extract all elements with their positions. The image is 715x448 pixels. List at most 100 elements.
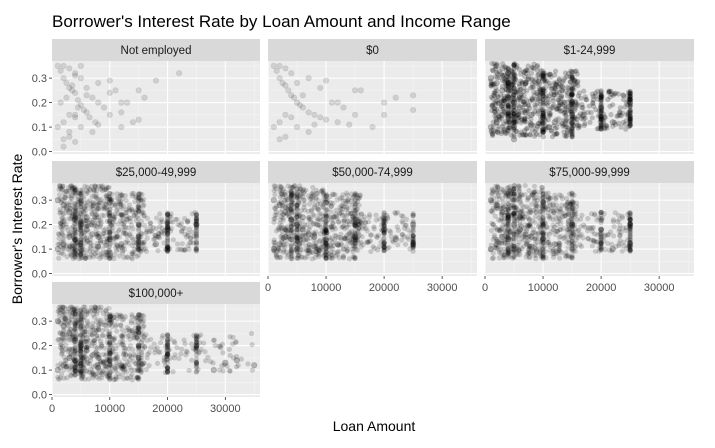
x-tick-label: 10000 — [528, 282, 559, 294]
scatter-point — [95, 196, 101, 202]
scatter-point — [322, 236, 330, 243]
scatter-point — [90, 203, 96, 209]
scatter-point — [367, 232, 374, 238]
scatter-point — [539, 199, 547, 206]
scatter-point — [627, 116, 633, 122]
scatter-point — [351, 87, 359, 94]
scatter-point — [590, 103, 597, 109]
scatter-point — [69, 243, 75, 249]
scatter-point — [170, 369, 176, 375]
scatter-point — [69, 304, 75, 310]
scatter-point — [511, 104, 517, 110]
x-tick-label: 0 — [482, 282, 488, 294]
scatter-point — [72, 138, 79, 145]
scatter-point — [344, 192, 351, 198]
scatter-point — [351, 221, 359, 228]
scatter-point — [271, 205, 278, 211]
scatter-point — [593, 107, 599, 113]
scatter-point — [517, 87, 523, 93]
scatter-point — [499, 65, 506, 72]
scatter-point — [504, 130, 510, 136]
scatter-point — [505, 70, 512, 77]
scatter-point — [506, 119, 512, 125]
scatter-point — [135, 354, 142, 361]
scatter-point — [174, 344, 180, 351]
scatter-point — [511, 110, 517, 117]
scatter-point — [534, 123, 541, 129]
scatter-point — [536, 85, 542, 91]
scatter-point — [511, 63, 517, 69]
scatter-point — [410, 221, 417, 228]
scatter-point — [569, 125, 575, 131]
scatter-point — [505, 74, 511, 80]
scatter-point — [491, 105, 497, 112]
scatter-point — [245, 361, 251, 367]
scatter-point — [313, 187, 319, 193]
scatter-point — [521, 101, 527, 108]
scatter-point — [565, 70, 571, 77]
scatter-point — [111, 215, 117, 221]
scatter-point — [136, 322, 142, 328]
scatter-point — [340, 104, 347, 111]
scatter-point — [567, 79, 573, 85]
scatter-point — [296, 198, 302, 204]
scatter-point — [623, 100, 629, 106]
scatter-point — [333, 213, 340, 219]
scatter-point — [511, 215, 517, 221]
scatter-point — [291, 94, 298, 101]
scatter-point — [525, 214, 531, 221]
scatter-point — [249, 367, 256, 373]
scatter-point — [510, 82, 516, 88]
scatter-point — [115, 221, 121, 227]
scatter-point — [305, 109, 312, 116]
scatter-point — [65, 185, 71, 191]
scatter-point — [618, 124, 624, 130]
scatter-point — [57, 330, 63, 336]
scatter-point — [299, 104, 306, 111]
scatter-point — [569, 91, 575, 97]
scatter-point — [504, 120, 510, 126]
scatter-point — [610, 102, 616, 108]
scatter-point — [212, 342, 218, 349]
scatter-point — [569, 128, 575, 134]
scatter-point — [551, 123, 557, 129]
scatter-point — [598, 92, 604, 98]
scatter-point — [505, 114, 512, 121]
scatter-point — [547, 71, 554, 78]
scatter-point — [166, 213, 173, 220]
scatter-point — [627, 116, 633, 122]
scatter-point — [511, 117, 517, 123]
scatter-point — [512, 76, 518, 82]
scatter-point — [535, 72, 541, 78]
scatter-point — [624, 102, 630, 108]
scatter-point — [507, 79, 513, 85]
scatter-point — [164, 342, 171, 349]
scatter-point — [66, 209, 73, 216]
scatter-point — [531, 89, 537, 95]
scatter-point — [521, 69, 528, 75]
scatter-point — [562, 103, 568, 110]
scatter-point — [251, 362, 258, 369]
scatter-point — [488, 83, 494, 89]
scatter-point — [569, 98, 575, 104]
scatter-point — [598, 95, 604, 101]
scatter-point — [336, 218, 342, 225]
scatter-point — [159, 335, 165, 341]
scatter-point — [85, 189, 91, 195]
scatter-point — [598, 115, 604, 121]
scatter-point — [499, 87, 506, 94]
scatter-point — [569, 228, 576, 234]
scatter-point — [185, 218, 191, 224]
scatter-point — [410, 92, 417, 99]
scatter-point — [544, 225, 550, 231]
scatter-point — [572, 107, 578, 113]
scatter-point — [193, 240, 200, 246]
scatter-point — [152, 346, 158, 352]
scatter-point — [540, 88, 546, 94]
scatter-point — [306, 216, 312, 222]
scatter-point — [545, 123, 552, 131]
scatter-point — [135, 342, 142, 349]
scatter-point — [540, 127, 546, 133]
scatter-point — [89, 94, 96, 101]
scatter-point — [531, 79, 538, 85]
